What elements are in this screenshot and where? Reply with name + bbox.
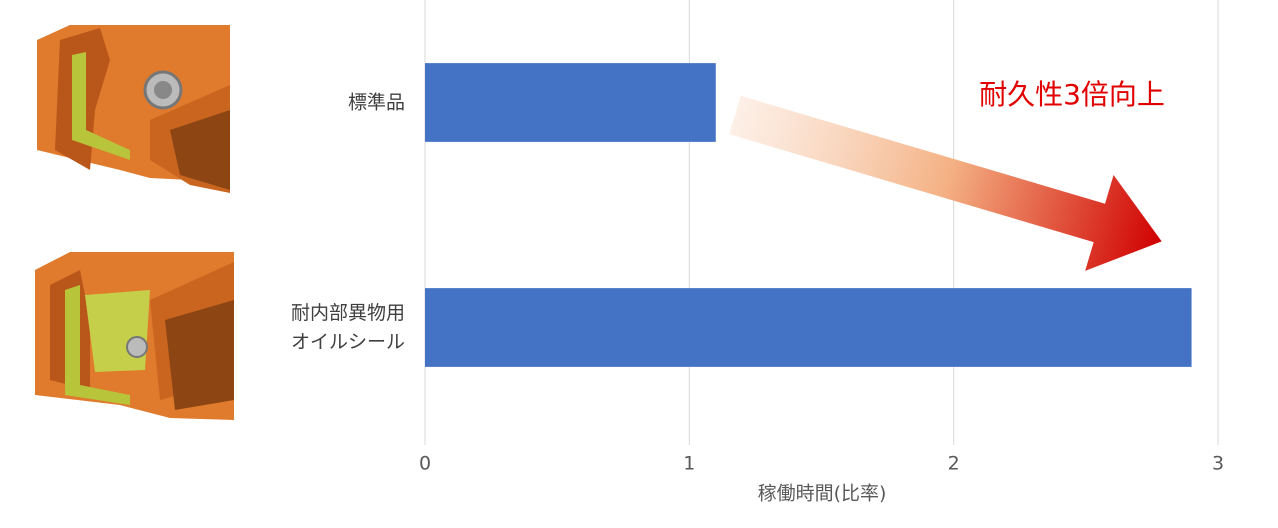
bar [425,288,1192,367]
y-tick-label: 標準品 [347,91,405,113]
x-tick-label: 3 [1212,453,1224,475]
bar [425,63,716,142]
x-tick-label: 1 [683,453,695,475]
annotation: 耐久性3倍向上 [979,78,1165,111]
x-axis-label: 稼働時間(比率) [758,483,887,505]
improvement-arrow [729,95,1162,271]
y-tick-label: 耐内部異物用 オイルシール [290,301,405,353]
seal-image-standard [37,25,230,193]
seal-image-improved [35,252,234,420]
x-tick-label: 0 [419,453,431,475]
x-tick-label: 2 [948,453,960,475]
